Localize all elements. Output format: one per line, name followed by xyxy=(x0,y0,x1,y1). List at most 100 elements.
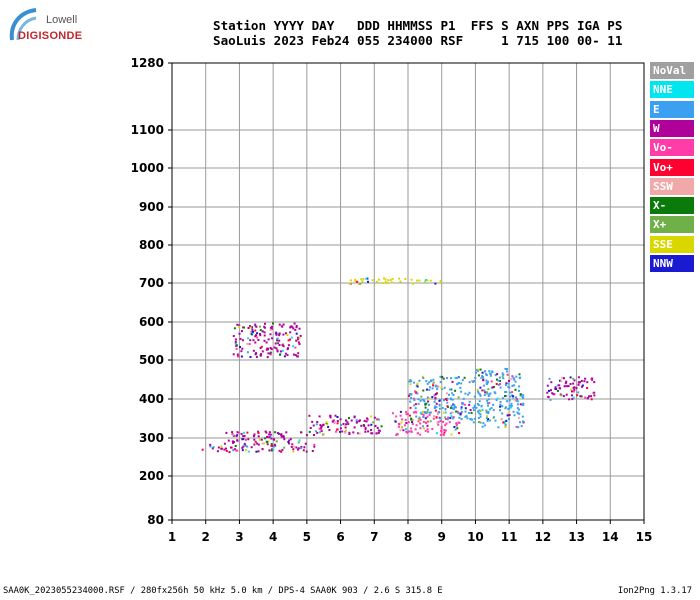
echo-point xyxy=(271,337,274,340)
echo-point xyxy=(556,384,559,387)
echo-point xyxy=(353,426,356,429)
echo-point xyxy=(486,391,488,394)
echo-point xyxy=(444,411,447,414)
echo-point xyxy=(559,379,561,382)
y-tick-label: 500 xyxy=(139,353,164,367)
echo-point xyxy=(593,381,596,384)
echo-point xyxy=(501,372,504,375)
y-tick-label: 300 xyxy=(139,431,164,445)
echo-point xyxy=(478,412,481,415)
echo-trace xyxy=(546,376,596,401)
echo-point xyxy=(575,387,578,390)
echo-point xyxy=(518,389,520,392)
echo-point xyxy=(377,431,380,434)
echo-point xyxy=(269,333,272,336)
echo-point xyxy=(339,427,342,430)
echo-point xyxy=(235,435,238,437)
echo-point xyxy=(481,425,484,428)
echo-point xyxy=(494,374,497,377)
echo-point xyxy=(383,277,385,280)
echo-point xyxy=(488,408,491,411)
echo-point xyxy=(401,418,404,421)
echo-point xyxy=(225,450,228,452)
echo-point xyxy=(281,349,284,352)
echo-point xyxy=(510,402,513,405)
echo-point xyxy=(425,380,428,383)
echo-point xyxy=(570,388,573,391)
echo-point xyxy=(510,404,513,407)
echo-point xyxy=(413,404,416,407)
echo-point xyxy=(487,412,490,415)
echo-point xyxy=(506,400,509,403)
echo-point xyxy=(355,421,358,424)
echo-point xyxy=(286,334,289,336)
echo-point xyxy=(287,344,290,347)
echo-point xyxy=(410,427,413,430)
y-tick-label: 800 xyxy=(139,238,164,252)
echo-point xyxy=(281,325,284,328)
echo-point xyxy=(336,420,339,422)
echo-point xyxy=(232,433,235,436)
echo-point xyxy=(449,412,452,415)
echo-point xyxy=(413,381,416,384)
x-tick-label: 2 xyxy=(202,530,210,544)
echo-point xyxy=(583,380,586,383)
echo-point xyxy=(486,392,489,395)
echo-point xyxy=(558,384,561,387)
echo-point xyxy=(501,405,504,408)
echo-point xyxy=(239,346,241,348)
echo-point xyxy=(443,411,446,414)
echo-point xyxy=(410,393,413,396)
echo-point xyxy=(504,424,507,427)
echo-point xyxy=(259,354,262,357)
echo-point xyxy=(399,414,402,417)
echo-point xyxy=(311,450,314,452)
echo-point xyxy=(212,446,215,448)
echo-point xyxy=(515,396,517,399)
echo-point xyxy=(459,413,462,416)
echo-point xyxy=(256,332,259,335)
echo-point xyxy=(299,334,302,337)
echo-point xyxy=(569,383,572,385)
echo-point xyxy=(264,437,267,440)
echo-point xyxy=(456,383,459,386)
echo-point xyxy=(356,280,359,283)
echo-point xyxy=(419,433,422,436)
echo-point xyxy=(318,415,321,418)
echo-point xyxy=(257,435,260,438)
echo-point xyxy=(446,418,449,421)
echo-point xyxy=(276,350,279,353)
echo-point xyxy=(448,393,450,396)
echo-point xyxy=(316,431,319,434)
echo-point xyxy=(485,417,488,419)
echo-point xyxy=(454,428,457,431)
echo-point xyxy=(509,404,511,407)
y-axis: 80 200 300 400 500 600 700 800 900 1000 1100 1280 xyxy=(131,56,172,527)
echo-point xyxy=(408,430,411,433)
echo-point xyxy=(235,344,238,347)
echo-point xyxy=(432,378,435,381)
echo-point xyxy=(286,354,289,357)
echo-point xyxy=(555,388,558,391)
echo-point xyxy=(348,431,351,434)
echo-point xyxy=(472,409,475,412)
echo-point xyxy=(376,418,379,420)
echo-point xyxy=(458,382,460,384)
echo-point xyxy=(422,389,425,392)
echo-point xyxy=(517,412,520,415)
echo-point xyxy=(434,282,437,285)
echo-point xyxy=(220,447,223,450)
echo-point xyxy=(329,414,332,417)
echo-point xyxy=(451,411,454,414)
x-tick-label: 11 xyxy=(501,530,518,544)
legend-item: NNE xyxy=(650,81,694,99)
echo-point xyxy=(252,339,255,342)
echo-point xyxy=(254,323,257,326)
echo-point xyxy=(490,380,493,383)
echo-point xyxy=(444,429,447,432)
echo-point xyxy=(414,390,417,393)
echo-point xyxy=(315,423,318,426)
echo-point xyxy=(416,392,419,395)
echo-point xyxy=(516,403,519,406)
